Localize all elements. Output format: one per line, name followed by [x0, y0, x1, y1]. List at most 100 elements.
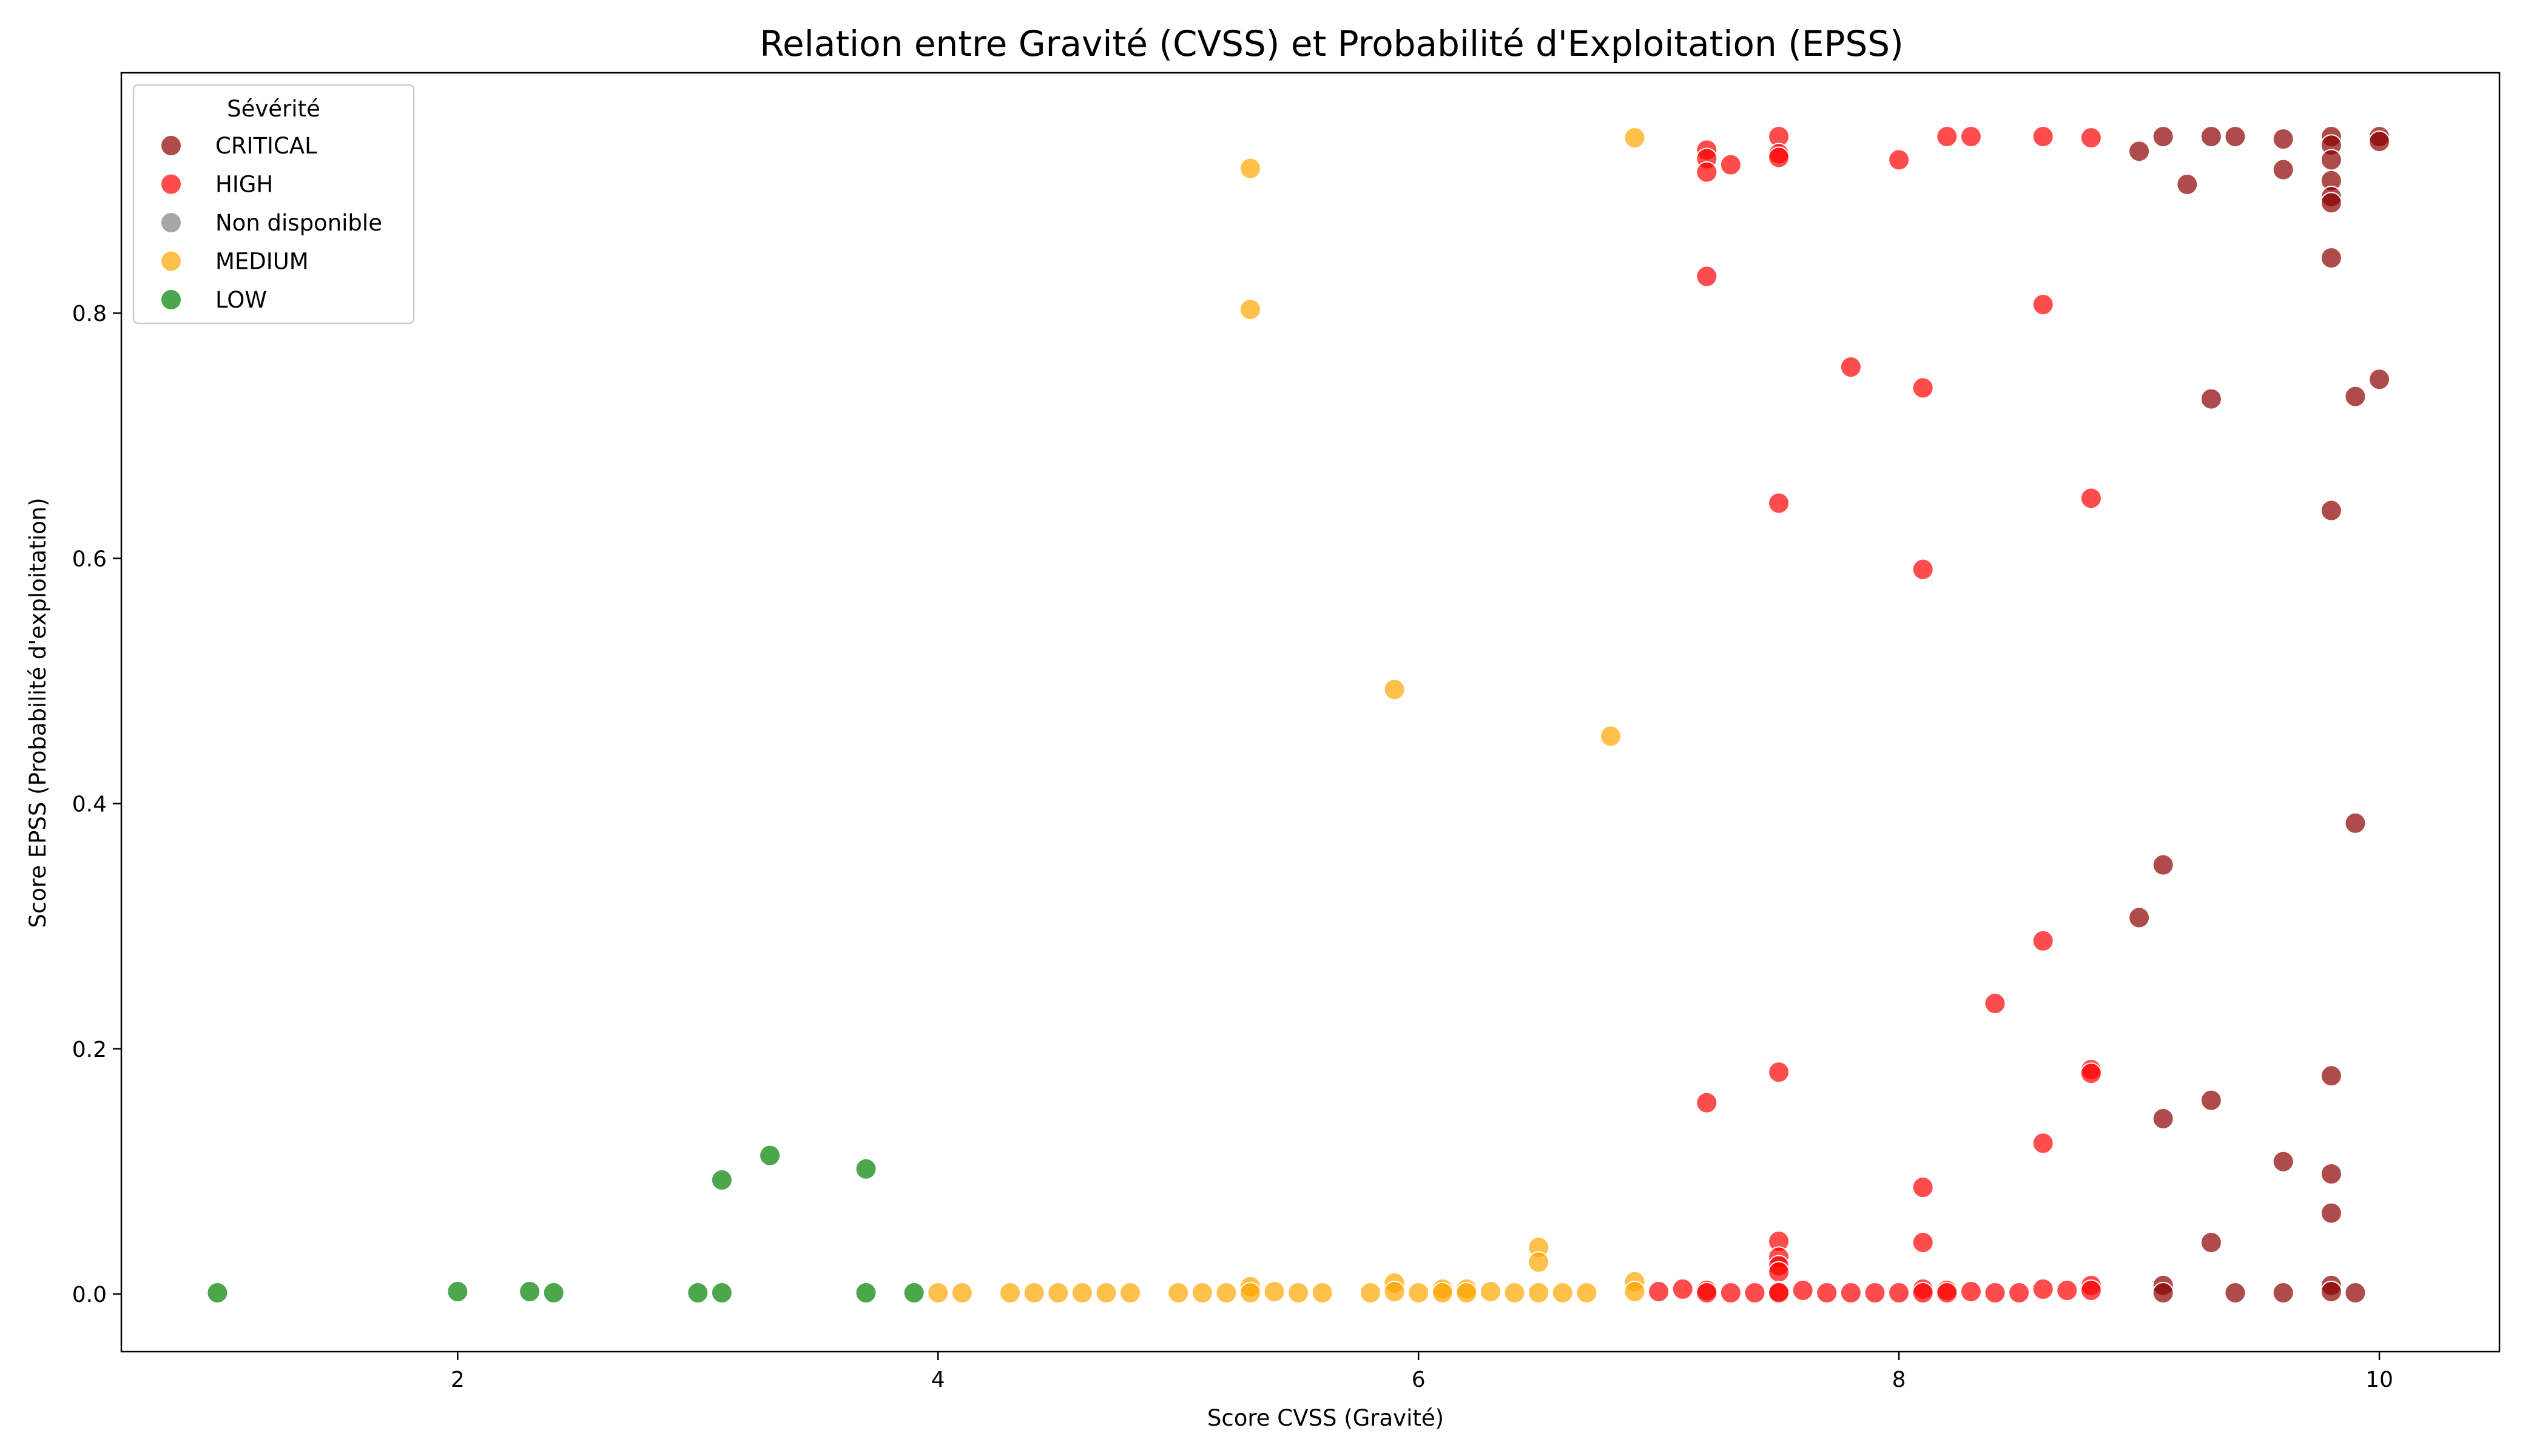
data-point-critical	[2128, 906, 2151, 929]
data-point-high	[1912, 558, 1934, 581]
data-point-critical	[2200, 388, 2222, 410]
plot-area-frame	[120, 72, 2501, 1353]
data-point-high	[1768, 146, 1790, 169]
data-point-medium	[1431, 1281, 1454, 1304]
legend-entries: CRITICAL HIGH Non disponible MEDIUM LOW	[160, 133, 382, 313]
data-point-critical	[2320, 149, 2342, 171]
x-tick-label: 4	[931, 1367, 945, 1392]
data-point-critical	[2152, 1107, 2174, 1130]
legend-label: Non disponible	[215, 210, 382, 236]
data-point-high	[1912, 377, 1934, 399]
data-point-medium	[999, 1281, 1022, 1304]
data-point-critical	[2272, 1281, 2294, 1304]
data-point-medium	[1263, 1280, 1286, 1303]
data-point-critical	[2200, 1089, 2222, 1111]
data-point-critical	[2272, 1150, 2294, 1173]
x-tick-label: 8	[1892, 1367, 1906, 1392]
data-point-medium	[1383, 678, 1406, 701]
data-point-medium	[1455, 1281, 1478, 1304]
data-point-critical	[2344, 1281, 2367, 1304]
data-point-high	[2032, 1278, 2054, 1300]
data-point-medium	[1215, 1281, 1238, 1304]
data-point-medium	[1167, 1281, 1190, 1304]
data-point-medium	[1023, 1281, 1045, 1304]
y-tick-label: 0.2	[72, 1037, 107, 1062]
data-point-medium	[1551, 1281, 1574, 1304]
data-point-high	[2080, 487, 2102, 510]
data-point-low	[542, 1281, 565, 1304]
data-point-low	[687, 1281, 709, 1304]
points-layer	[206, 126, 2391, 1304]
data-point-high	[1696, 1091, 1718, 1114]
data-point-medium	[1239, 1281, 1262, 1304]
data-point-medium	[1095, 1281, 1117, 1304]
data-point-high	[1696, 161, 1718, 183]
data-point-medium	[927, 1281, 949, 1304]
legend-marker	[160, 135, 182, 157]
legend-marker	[160, 289, 182, 311]
data-point-medium	[1359, 1281, 1381, 1304]
y-tick-label: 0.8	[72, 302, 107, 326]
data-point-medium	[951, 1281, 973, 1304]
data-point-high	[2080, 1062, 2102, 1085]
data-point-high	[1696, 1281, 1718, 1304]
data-point-critical	[2320, 247, 2342, 269]
data-point-high	[1648, 1280, 1670, 1303]
data-point-critical	[2320, 499, 2342, 522]
data-point-high	[2032, 1132, 2054, 1154]
data-point-high	[1768, 492, 1790, 514]
data-point-high	[1768, 1261, 1790, 1283]
data-point-critical	[2224, 126, 2246, 148]
legend-marker	[160, 250, 182, 272]
data-point-high	[1984, 1281, 2006, 1304]
data-point-critical	[2368, 368, 2391, 391]
legend-label: MEDIUM	[215, 249, 309, 275]
data-point-low	[855, 1158, 877, 1180]
data-point-high	[2032, 126, 2054, 148]
chart-title: Relation entre Gravité (CVSS) et Probabi…	[760, 23, 1903, 64]
data-point-low	[710, 1169, 733, 1191]
data-point-medium	[1528, 1251, 1550, 1273]
data-point-critical	[2152, 1281, 2174, 1304]
data-point-critical	[2344, 812, 2367, 834]
data-point-critical	[2320, 1280, 2342, 1303]
data-point-high	[1936, 126, 1958, 148]
data-point-medium	[1239, 157, 1262, 180]
data-point-medium	[1503, 1281, 1526, 1304]
data-point-critical	[2320, 1202, 2342, 1224]
data-point-high	[1888, 1281, 1910, 1304]
data-point-low	[447, 1280, 469, 1303]
data-point-high	[1912, 1176, 1934, 1199]
legend-label: LOW	[215, 287, 267, 313]
data-point-high	[1791, 1279, 1814, 1301]
legend-marker	[160, 173, 182, 195]
y-tick-label: 0.6	[72, 547, 107, 571]
data-point-low	[855, 1281, 877, 1304]
data-point-low	[206, 1281, 229, 1304]
y-tick-label: 0.0	[72, 1282, 107, 1307]
data-point-critical	[2272, 158, 2294, 181]
data-point-critical	[2320, 1065, 2342, 1087]
data-point-medium	[1191, 1281, 1213, 1304]
legend-marker	[160, 212, 182, 234]
data-point-critical	[2176, 173, 2199, 195]
data-point-medium	[1383, 1280, 1406, 1303]
data-point-high	[2008, 1281, 2031, 1304]
x-axis-label: Score CVSS (Gravité)	[1207, 1405, 1444, 1431]
data-point-high	[1984, 993, 2006, 1015]
data-point-high	[2080, 127, 2102, 149]
data-point-low	[759, 1144, 781, 1167]
data-point-medium	[1239, 298, 1262, 321]
x-tick-label: 10	[2365, 1367, 2393, 1392]
data-point-high	[1839, 356, 1862, 379]
data-point-high	[1888, 149, 1910, 171]
data-point-high	[1719, 153, 1742, 176]
data-point-high	[2032, 293, 2054, 315]
data-point-low	[903, 1281, 925, 1304]
legend-title: Sévérité	[227, 96, 320, 122]
data-point-critical	[2200, 126, 2222, 148]
data-point-medium	[1407, 1281, 1430, 1304]
data-point-critical	[2128, 140, 2151, 163]
data-point-high	[1864, 1281, 1886, 1304]
